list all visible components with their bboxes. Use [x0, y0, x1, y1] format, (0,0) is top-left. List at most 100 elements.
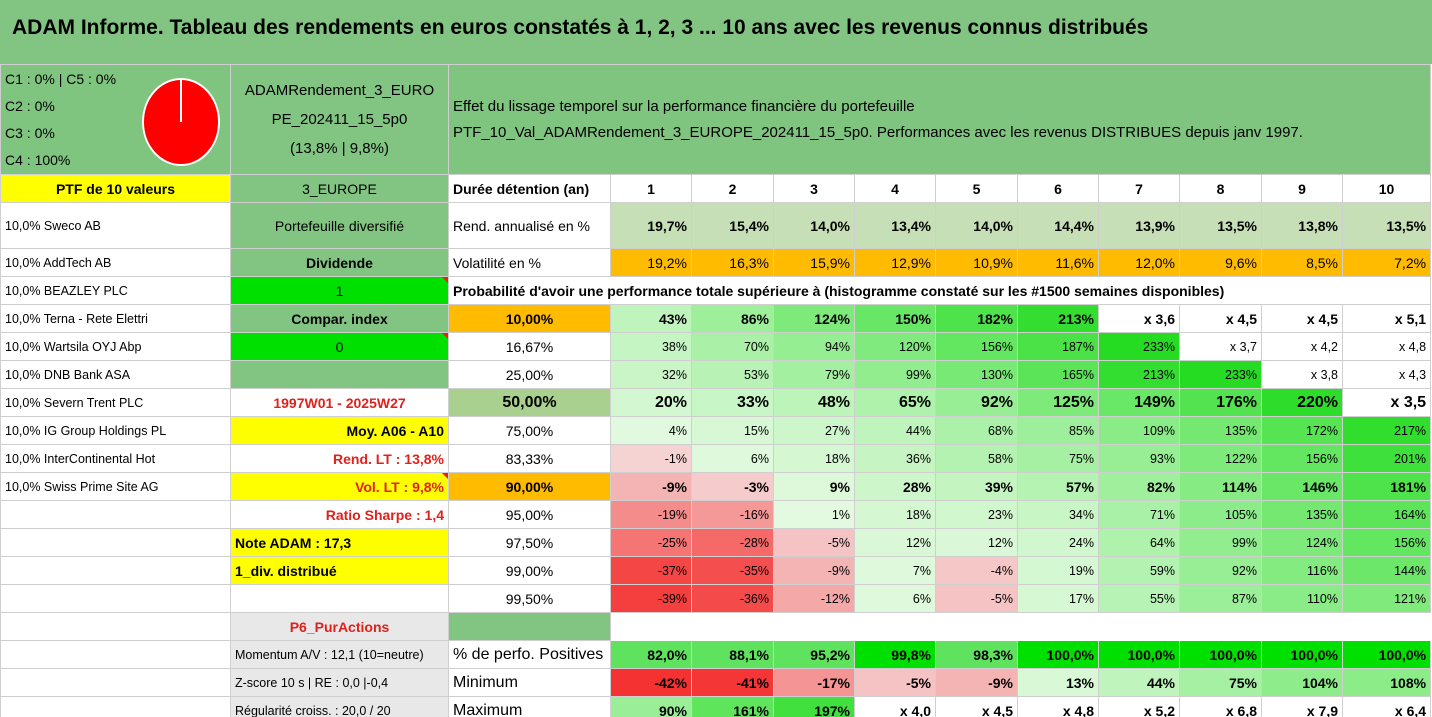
quantile-value: 15% — [691, 416, 774, 445]
quantile-value: 165% — [1017, 360, 1099, 389]
composition-c3: C3 : 0% — [5, 124, 55, 141]
quantile-value: 1% — [773, 500, 855, 529]
quantile-value: 79% — [773, 360, 855, 389]
year-header: 2 — [691, 174, 774, 203]
minimum-value: -41% — [691, 668, 774, 697]
portfolio-return-vol: (13,8% | 9,8%) — [290, 140, 389, 157]
compar-index-label: Compar. index — [230, 304, 449, 333]
quantile-value: 43% — [610, 304, 692, 333]
quantile-value: 17% — [1017, 584, 1099, 613]
minimum-value: -5% — [854, 668, 936, 697]
annualized-return-label: Rend. annualisé en % — [448, 202, 611, 249]
pie-chart-icon — [142, 78, 220, 166]
volatility-value: 19,2% — [610, 248, 692, 277]
quantile-value: 92% — [935, 388, 1018, 417]
quantile-value: -4% — [935, 556, 1018, 585]
minimum-value: 75% — [1179, 668, 1262, 697]
quantile-value: 122% — [1179, 444, 1262, 473]
indicator-label: Z-score 10 s | RE : 0,0 |-0,4 — [230, 668, 449, 697]
quantile-value: 48% — [773, 388, 855, 417]
quantile-value: 6% — [854, 584, 936, 613]
quantile-label: 90,00% — [448, 472, 611, 501]
portfolio-name-line1: ADAMRendement_3_EURO — [244, 82, 435, 99]
quantile-value: -9% — [773, 556, 855, 585]
composition-c2: C2 : 0% — [5, 97, 55, 114]
quantile-value: 182% — [935, 304, 1018, 333]
quantile-value: 7% — [854, 556, 936, 585]
category-label: P6_PurActions — [230, 612, 449, 641]
composition-c1-c5: C1 : 0% | C5 : 0% — [5, 70, 117, 87]
region-label: 3_EUROPE — [230, 174, 449, 203]
quantile-value: 18% — [854, 500, 936, 529]
quantile-value: 85% — [1017, 416, 1099, 445]
quantile-value: 36% — [854, 444, 936, 473]
empty-cell — [1098, 612, 1180, 641]
annualized-return-value: 13,8% — [1261, 202, 1343, 249]
maximum-value: x 4,0 — [854, 696, 936, 717]
quantile-value: 20% — [610, 388, 692, 417]
volatility-value: 7,2% — [1341, 248, 1432, 277]
probability-title: Probabilité d'avoir une performance tota… — [447, 276, 1432, 305]
empty-cell — [1179, 612, 1262, 641]
quantile-value: x 3,7 — [1179, 332, 1262, 361]
indicator-label: Momentum A/V : 12,1 (10=neutre) — [230, 640, 449, 669]
quantile-value: 53% — [691, 360, 774, 389]
empty-cell — [935, 612, 1018, 641]
quantile-value: 65% — [854, 388, 936, 417]
quantile-value: 164% — [1341, 500, 1432, 529]
empty-cell — [0, 528, 231, 557]
quantile-value: 19% — [1017, 556, 1099, 585]
quantile-label: 10,00% — [448, 304, 611, 333]
quantile-value: 59% — [1098, 556, 1180, 585]
table-row: 99,50% -39% -36% -12% 6% -5% 17% 55% 87% 110% 121% — [0, 584, 1432, 613]
year-header: 9 — [1261, 174, 1343, 203]
volatility-label: Volatilité en % — [448, 248, 611, 277]
quantile-value: 38% — [610, 332, 692, 361]
performance-table: C1 : 0% | C5 : 0% C2 : 0% C3 : 0% C4 : 1… — [0, 64, 1432, 717]
quantile-value: 109% — [1098, 416, 1180, 445]
quantile-value: -1% — [610, 444, 692, 473]
annualized-return-value: 13,5% — [1179, 202, 1262, 249]
quantile-value: 124% — [773, 304, 855, 333]
holdings-header: PTF de 10 valeurs — [0, 174, 231, 203]
empty-cell — [1261, 612, 1343, 641]
maximum-label: Maximum — [448, 696, 611, 717]
quantile-value: x 4,2 — [1261, 332, 1343, 361]
maximum-value: x 4,5 — [935, 696, 1018, 717]
annualized-return-value: 14,0% — [935, 202, 1018, 249]
minimum-value: -42% — [610, 668, 692, 697]
table-row: PTF de 10 valeurs 3_EUROPE Durée détention… — [0, 174, 1432, 203]
minimum-value: 13% — [1017, 668, 1099, 697]
maximum-value: x 6,8 — [1179, 696, 1262, 717]
holding-row: 10,0% Terna - Rete Elettri — [0, 304, 231, 333]
empty-cell — [0, 500, 231, 529]
empty-cell — [0, 612, 231, 641]
table-row: Momentum A/V : 12,1 (10=neutre)% de perf… — [0, 640, 1432, 669]
quantile-value: 86% — [691, 304, 774, 333]
quantile-value: 55% — [1098, 584, 1180, 613]
quantile-value: 146% — [1261, 472, 1343, 501]
minimum-value: -17% — [773, 668, 855, 697]
quantile-value: 135% — [1261, 500, 1343, 529]
volatility-value: 12,9% — [854, 248, 936, 277]
sharpe-label: Ratio Sharpe : 1,4 — [230, 500, 449, 529]
table-row: 10,0% Sweco AB Portefeuille diversifié Ren… — [0, 202, 1432, 249]
quantile-value: 92% — [1179, 556, 1262, 585]
quantile-value: 57% — [1017, 472, 1099, 501]
quantile-label: 25,00% — [448, 360, 611, 389]
description-box: Effet du lissage temporel sur la perform… — [447, 64, 1432, 175]
maximum-value: 90% — [610, 696, 692, 717]
empty-cell — [0, 696, 231, 717]
annualized-return-value: 13,4% — [854, 202, 936, 249]
empty-cell — [1017, 612, 1099, 641]
year-header: 5 — [935, 174, 1018, 203]
description-line1: Effet du lissage temporel sur la perform… — [453, 97, 915, 115]
quantile-label: 99,50% — [448, 584, 611, 613]
positive-perf-value: 99,8% — [854, 640, 936, 669]
quantile-value: x 4,3 — [1341, 360, 1432, 389]
maximum-value: 161% — [691, 696, 774, 717]
table-row: 10,0% DNB Bank ASA 25,00% 32% 53% 79% 99% 130%… — [0, 360, 1432, 389]
table-row: 10,0% AddTech AB Dividende Volatilité en %… — [0, 248, 1432, 277]
positive-perf-value: 100,0% — [1341, 640, 1432, 669]
quantile-value: 233% — [1098, 332, 1180, 361]
